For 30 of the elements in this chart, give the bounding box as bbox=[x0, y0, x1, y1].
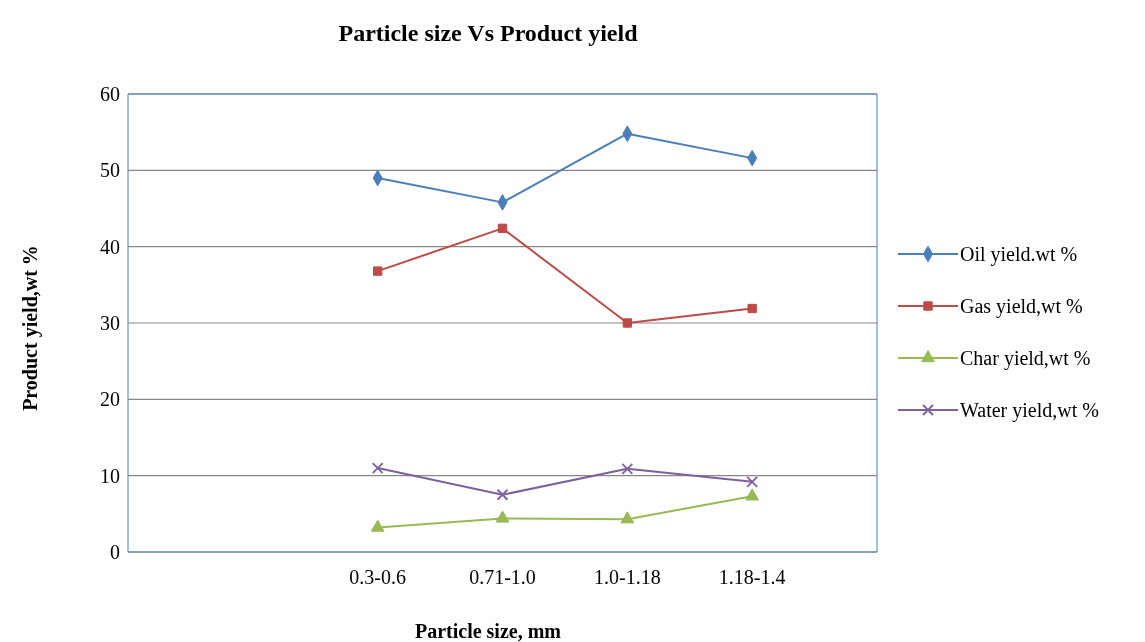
point bbox=[371, 462, 384, 474]
point bbox=[496, 488, 509, 501]
y-tick-label: 30 bbox=[100, 312, 120, 335]
legend-label: Oil yield.wt % bbox=[960, 242, 1078, 266]
x-tick-label: 0.3-0.6 bbox=[349, 566, 406, 589]
point bbox=[495, 510, 510, 523]
y-tick-label: 10 bbox=[100, 464, 120, 487]
chart-title: Particle size Vs Product yield bbox=[337, 20, 639, 47]
point bbox=[746, 475, 759, 488]
y-tick-label: 60 bbox=[100, 83, 120, 106]
x-tick-label: 1.18-1.4 bbox=[718, 566, 786, 589]
y-tick-label: 40 bbox=[100, 235, 120, 258]
point bbox=[745, 488, 760, 501]
point bbox=[497, 223, 508, 234]
x-tick-label: 0.71-1.0 bbox=[469, 566, 536, 589]
y-tick-label: 0 bbox=[110, 541, 120, 564]
point bbox=[372, 266, 383, 276]
legend-label: Water yield,wt % bbox=[960, 398, 1099, 422]
y-tick-label: 20 bbox=[100, 388, 120, 411]
point bbox=[747, 303, 757, 314]
legend-label: Gas yield,wt % bbox=[960, 294, 1083, 318]
legend-label: Char yield,wt % bbox=[960, 346, 1091, 370]
point bbox=[620, 511, 635, 524]
y-axis-title: Product yield,wt % bbox=[18, 245, 42, 411]
point bbox=[370, 519, 385, 532]
y-tick-label: 50 bbox=[100, 159, 120, 182]
point bbox=[622, 318, 633, 328]
x-tick-label: 1.0-1.18 bbox=[594, 566, 661, 589]
x-axis-title: Particle size, mm bbox=[413, 620, 562, 642]
point bbox=[621, 462, 634, 475]
